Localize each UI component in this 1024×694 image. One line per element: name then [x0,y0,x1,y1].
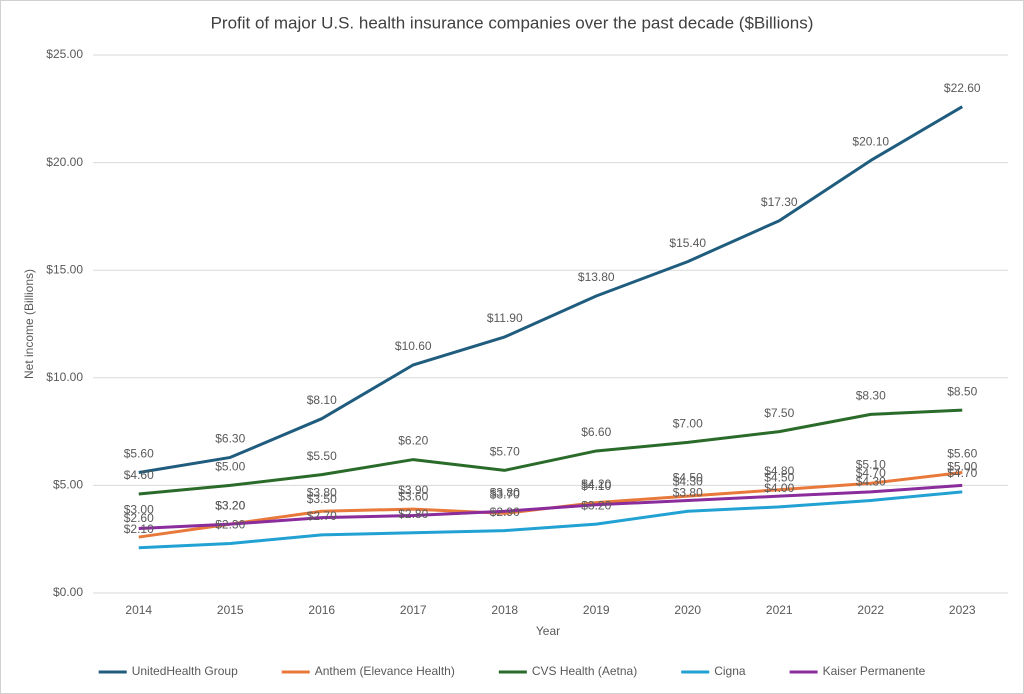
data-label: $3.00 [124,503,154,517]
legend-item: Anthem (Elevance Health) [281,664,455,678]
data-label: $4.50 [764,470,794,484]
legend-label: Kaiser Permanente [823,664,926,678]
data-label: $2.60 [124,511,154,525]
data-label: $3.70 [490,488,520,502]
data-label: $4.30 [673,475,703,489]
x-tick-label: 2017 [400,603,427,617]
data-label: $5.00 [947,460,977,474]
data-label: $4.70 [947,466,977,480]
legend-item: Cigna [681,664,746,678]
data-label: $3.80 [307,485,337,499]
data-label: $4.20 [581,477,611,491]
data-label: $15.40 [669,236,706,250]
data-label: $20.10 [852,135,889,149]
x-tick-label: 2022 [857,603,884,617]
data-label: $13.80 [578,270,615,284]
data-label: $10.60 [395,339,432,353]
data-label: $4.10 [581,479,611,493]
data-label: $7.50 [764,406,794,420]
y-tick-label: $15.00 [46,262,83,276]
data-label: $2.10 [124,522,154,536]
data-label: $8.50 [947,384,977,398]
x-tick-label: 2020 [674,603,701,617]
x-tick-label: 2014 [125,603,152,617]
data-label: $22.60 [944,81,981,95]
data-label: $3.20 [215,498,245,512]
series-line [138,483,963,530]
x-axis-label: Year [536,624,560,638]
data-label: $5.50 [307,449,337,463]
y-axis-label: Net income (Billions) [22,269,36,379]
legend-label: CVS Health (Aetna) [532,664,637,678]
chart-title: Profit of major U.S. health insurance co… [211,13,814,32]
series-line [138,490,963,550]
data-label: $3.80 [490,485,520,499]
data-label: $3.50 [307,492,337,506]
data-label: $7.00 [673,417,703,431]
legend-item: CVS Health (Aetna) [498,664,637,678]
x-tick-label: 2018 [491,603,518,617]
data-label: $6.60 [581,425,611,439]
series-line [138,408,963,496]
y-tick-label: $10.00 [46,370,83,384]
series-line [138,105,964,474]
x-tick-label: 2016 [308,603,335,617]
data-label: $3.20 [581,498,611,512]
data-label: $3.90 [398,483,428,497]
x-tick-label: 2019 [583,603,610,617]
data-label: $3.60 [398,490,428,504]
data-label: $6.30 [215,432,245,446]
legend-label: Anthem (Elevance Health) [315,664,455,678]
data-label: $8.30 [856,389,886,403]
legend-item: UnitedHealth Group [98,664,238,678]
data-label: $2.70 [307,509,337,523]
data-label: $5.60 [124,447,154,461]
legend-label: UnitedHealth Group [132,664,238,678]
x-tick-label: 2015 [217,603,244,617]
data-label: $2.90 [490,505,520,519]
data-label: $5.60 [947,447,977,461]
data-label: $4.30 [856,475,886,489]
data-label: $4.70 [856,466,886,480]
data-label: $4.50 [673,470,703,484]
legend: UnitedHealth Group Anthem (Elevance Healt… [98,664,926,678]
x-tick-label: 2021 [766,603,793,617]
data-label: $6.20 [398,434,428,448]
legend-item: Kaiser Permanente [789,664,926,678]
data-label: $17.30 [761,195,798,209]
data-label: $4.60 [124,468,154,482]
data-label: $3.80 [673,485,703,499]
data-label: $5.70 [490,445,520,459]
x-tick-label: 2023 [949,603,976,617]
data-label: $3.20 [215,498,245,512]
legend-label: Cigna [714,664,746,678]
y-tick-label: $0.00 [53,585,83,599]
data-label: $5.10 [856,457,886,471]
data-label: $2.80 [398,507,428,521]
data-label: $8.10 [307,393,337,407]
y-tick-label: $5.00 [53,478,83,492]
data-label: $4.00 [764,481,794,495]
y-tick-label: $25.00 [46,47,83,61]
data-label: $5.00 [215,460,245,474]
data-label: $11.90 [487,311,523,325]
data-label: $2.30 [215,518,245,532]
y-tick-label: $20.00 [46,155,83,169]
data-label: $4.80 [764,464,794,478]
